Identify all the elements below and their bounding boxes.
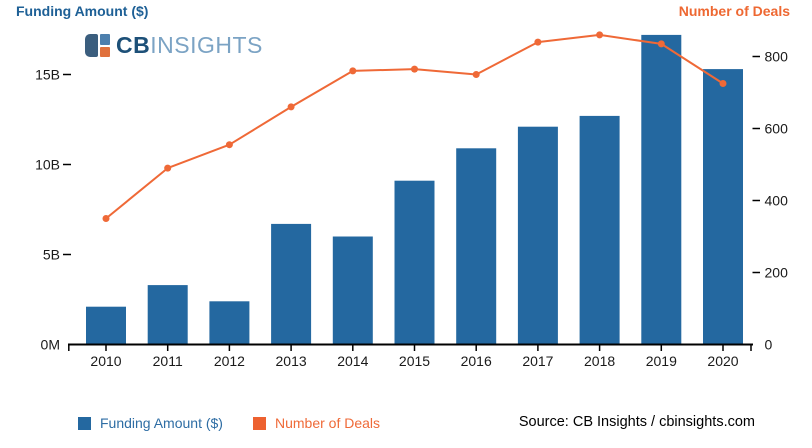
deals-point-2014 (349, 67, 357, 75)
x-axis-year-label: 2014 (337, 353, 368, 369)
right-axis-tick-label: 800 (765, 49, 789, 65)
right-axis-tick-label: 200 (765, 265, 789, 281)
cbinsights-logo: CBINSIGHTS (85, 32, 263, 59)
deals-point-2020 (719, 80, 727, 87)
x-axis-year-label: 2019 (646, 353, 677, 369)
funding-bar-2016 (456, 148, 497, 345)
left-axis-tick-label: 0M (41, 337, 60, 353)
funding-bar-2010 (86, 306, 126, 345)
funding-bar-2012 (209, 301, 250, 345)
x-axis-year-label: 2020 (707, 353, 738, 369)
deals-point-2018 (596, 31, 604, 39)
deals-point-2016 (472, 71, 480, 78)
legend-label-funding: Funding Amount ($) (100, 415, 223, 431)
x-axis-year-label: 2016 (461, 353, 492, 369)
left-axis-tick-label: 10B (35, 157, 60, 173)
deals-point-2010 (102, 215, 110, 222)
right-axis-title: Number of Deals (678, 3, 790, 19)
deals-point-2015 (411, 65, 418, 73)
deals-point-2019 (657, 40, 665, 48)
x-axis-year-label: 2013 (276, 353, 307, 369)
deals-swatch-icon (252, 416, 266, 430)
deals-point-2017 (534, 38, 542, 46)
funding-bar-2013 (271, 223, 312, 345)
logo-icon-main-block (85, 34, 98, 57)
x-axis-year-label: 2011 (153, 353, 183, 369)
left-axis-tick-label: 15B (35, 67, 60, 83)
x-axis-year-label: 2012 (214, 353, 245, 369)
funding-bar-2014 (332, 236, 373, 345)
legend-item-deals: Number of Deals (252, 415, 381, 431)
x-axis-year-label: 2017 (522, 353, 553, 369)
funding-bar-2017 (517, 126, 558, 345)
deals-point-2013 (287, 103, 295, 111)
x-axis-year-label: 2010 (90, 353, 121, 369)
source-attribution: Source: CB Insights / cbinsights.com (518, 414, 755, 430)
right-axis-tick-label: 0 (765, 337, 773, 353)
logo-text-insights: INSIGHTS (150, 32, 263, 58)
logo-icon-top-block (100, 34, 110, 45)
funding-bar-2011 (147, 285, 188, 345)
funding-swatch-icon (78, 416, 91, 430)
logo-text-cb: CB (116, 32, 151, 58)
funding-bar-2019 (641, 34, 682, 345)
left-axis-title: Funding Amount ($) (16, 3, 149, 19)
deals-point-2012 (225, 141, 233, 149)
cbinsights-logo-text: CBINSIGHTS (116, 32, 263, 59)
logo-icon-bottom-block (100, 46, 110, 57)
funding-deals-chart: 0M 5B 10B 15B 0 200 400 600 800 2010 2011 2012 2013 2… (35, 31, 789, 369)
x-axis-year-label: 2015 (399, 353, 430, 369)
chart-legend: Funding Amount ($) Number of Deals (78, 415, 380, 431)
funding-bar-2020 (703, 69, 743, 345)
right-axis-tick-label: 400 (765, 193, 789, 209)
funding-bar-2015 (394, 180, 435, 345)
cbinsights-logo-icon (85, 34, 110, 57)
x-axis-year-label: 2018 (584, 353, 615, 369)
deals-point-2011 (164, 164, 172, 172)
left-axis-tick-label: 5B (43, 247, 60, 263)
right-axis-tick-label: 600 (765, 121, 789, 137)
legend-item-funding: Funding Amount ($) (78, 415, 223, 431)
funding-bar-2018 (579, 115, 620, 345)
legend-label-deals: Number of Deals (274, 415, 381, 431)
